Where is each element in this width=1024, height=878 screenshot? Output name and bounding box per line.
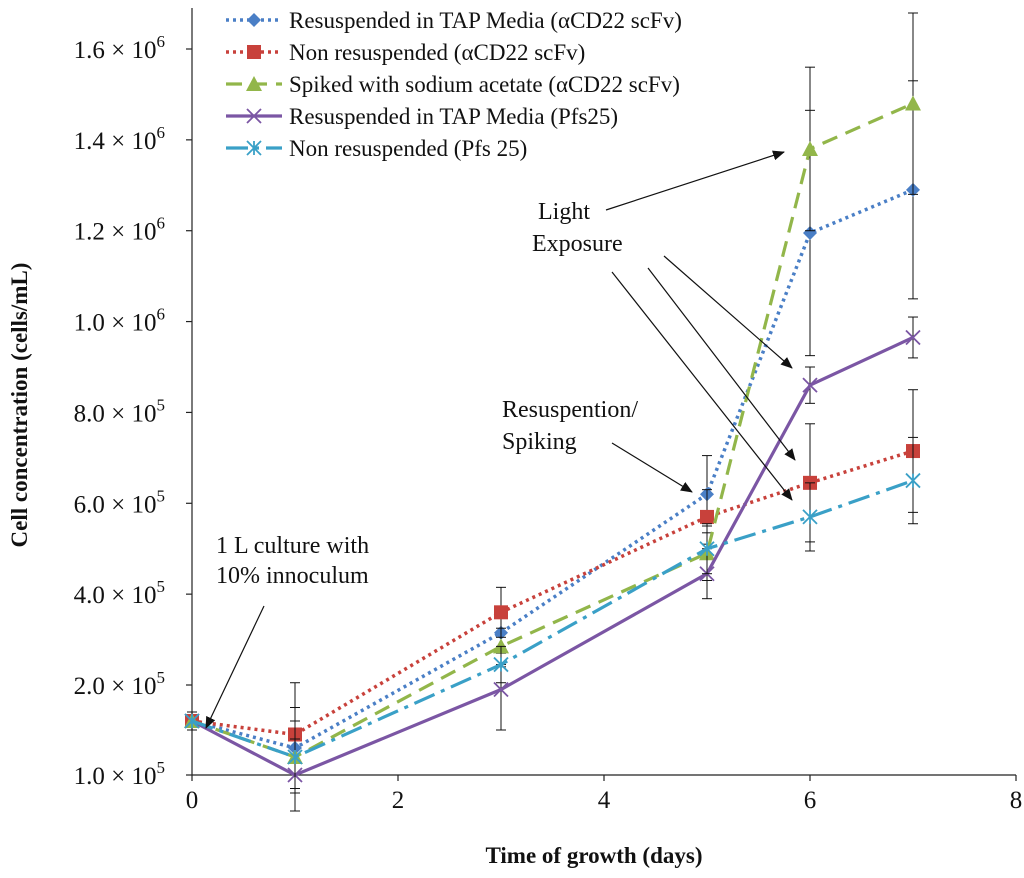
data-point <box>246 140 262 156</box>
data-point <box>246 76 262 91</box>
legend: Resuspended in TAP Media (αCD22 scFv) Non… <box>226 8 682 161</box>
legend-entry: Spiked with sodium acetate (αCD22 scFv) <box>226 72 680 97</box>
arrow-light <box>647 267 796 461</box>
y-tick-label: 1.0 × 105 <box>74 758 165 790</box>
arrow-culture <box>205 605 265 729</box>
data-point <box>905 329 921 346</box>
data-point <box>184 713 200 729</box>
y-tick-label: 1.4 × 106 <box>74 123 165 155</box>
data-point <box>700 509 714 524</box>
x-tick-label: 8 <box>1010 787 1023 814</box>
series-line <box>191 449 914 737</box>
data-point <box>905 472 921 489</box>
data-point <box>802 509 818 525</box>
y-tick-label: 6.0 × 105 <box>74 486 165 518</box>
annotation-text: Light <box>538 199 590 225</box>
legend-entry: Resuspended in TAP Media (αCD22 scFv) <box>226 8 682 33</box>
annotation-light: Light Exposure <box>532 199 623 257</box>
y-tick-label: 1.6 × 106 <box>74 32 165 64</box>
data-point <box>802 140 818 156</box>
data-point <box>494 605 508 620</box>
x-tick-label: 2 <box>392 787 405 814</box>
annotation-text: Resuspention/ <box>502 397 638 423</box>
data-point <box>247 45 261 59</box>
y-tick-label: 8.0 × 105 <box>74 395 165 427</box>
x-tick-label: 6 <box>804 787 817 814</box>
data-point <box>493 656 509 673</box>
data-point <box>246 108 262 124</box>
y-tick-label: 2.0 × 105 <box>74 668 165 700</box>
arrow-light <box>611 271 793 501</box>
annotation-culture: 1 L culture with 10% innoculum <box>216 533 369 589</box>
y-tick-label: 1.2 × 106 <box>74 214 165 246</box>
legend-entry: Non resuspended (αCD22 scFv) <box>226 40 585 65</box>
data-point <box>803 225 817 240</box>
legend-entry: Resuspended in TAP Media (Pfs25) <box>226 104 618 129</box>
series-line <box>191 336 914 777</box>
y-tick-label: 1.0 × 106 <box>74 305 165 337</box>
data-point <box>287 749 303 765</box>
series-line <box>191 479 914 759</box>
x-axis-title: Time of growth (days) <box>485 843 702 868</box>
data-point <box>493 681 509 698</box>
arrow-light <box>605 150 785 211</box>
arrow-light <box>663 255 793 369</box>
annotation-text: Exposure <box>532 231 623 257</box>
data-point <box>802 377 818 393</box>
annotation-text: Spiking <box>502 429 577 455</box>
x-tick-label: 0 <box>186 787 199 814</box>
y-axis-title: Cell concentration (cells/mL) <box>7 263 32 548</box>
y-tick-label: 4.0 × 105 <box>74 577 165 609</box>
data-point <box>905 95 921 111</box>
series-5 <box>184 436 921 794</box>
legend-label: Resuspended in TAP Media (Pfs25) <box>289 104 618 129</box>
arrow-resuspension <box>611 442 693 493</box>
legend-label: Spiked with sodium acetate (αCD22 scFv) <box>289 72 680 97</box>
series-layer <box>184 12 921 812</box>
annotation-resuspension: Resuspention/Spiking <box>502 397 638 455</box>
legend-label: Resuspended in TAP Media (αCD22 scFv) <box>289 8 682 33</box>
annotation-text: 1 L culture with <box>216 533 369 559</box>
series-line <box>191 188 914 750</box>
axes: 1.0 × 105 2.0 × 105 4.0 × 105 6.0 × 105 8.0 … <box>74 8 1023 814</box>
data-point <box>247 13 261 27</box>
legend-label: Non resuspended (αCD22 scFv) <box>289 40 585 65</box>
legend-label: Non resuspended (Pfs 25) <box>289 136 527 161</box>
annotation-text: 10% innoculum <box>216 563 369 589</box>
data-point <box>699 541 715 557</box>
x-tick-label: 4 <box>598 787 611 814</box>
annotations: 1 L culture with 10% innoculum Resuspentio… <box>205 150 796 729</box>
legend-entry: Non resuspended (Pfs 25) <box>226 136 527 161</box>
